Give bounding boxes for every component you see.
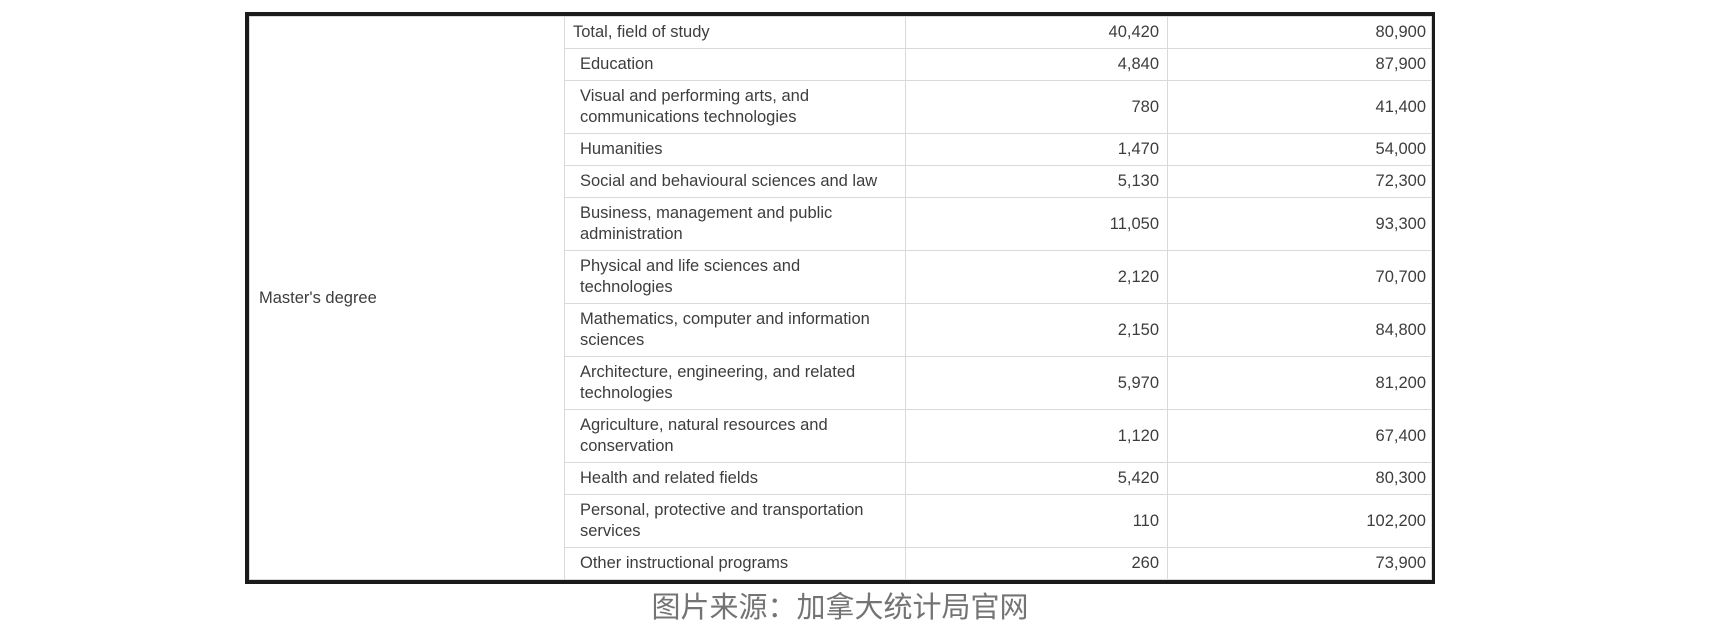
count-cell: 110	[905, 494, 1168, 548]
field-of-study-cell: Education	[564, 48, 906, 81]
salary-cell: 81,200	[1167, 356, 1432, 410]
field-of-study-cell: Total, field of study	[564, 16, 906, 49]
field-of-study-cell: Agriculture, natural resources and conse…	[564, 409, 906, 463]
field-of-study-cell: Health and related fields	[564, 462, 906, 495]
field-of-study-cell: Architecture, engineering, and related t…	[564, 356, 906, 410]
field-of-study-cell: Social and behavioural sciences and law	[564, 165, 906, 198]
count-cell: 11,050	[905, 197, 1168, 251]
salary-cell: 72,300	[1167, 165, 1432, 198]
count-cell: 5,130	[905, 165, 1168, 198]
count-cell: 4,840	[905, 48, 1168, 81]
count-cell: 40,420	[905, 16, 1168, 49]
salary-cell: 87,900	[1167, 48, 1432, 81]
salary-cell: 84,800	[1167, 303, 1432, 357]
salary-cell: 73,900	[1167, 547, 1432, 580]
education-level-cell: Master's degree	[249, 16, 565, 580]
salary-cell: 80,300	[1167, 462, 1432, 495]
statistics-table-frame: Master's degree Total, field of study 40…	[245, 12, 1435, 584]
field-of-study-cell: Visual and performing arts, and communic…	[564, 80, 906, 134]
table-row: Mathematics, computer and information sc…	[250, 303, 1432, 357]
count-cell: 1,470	[905, 133, 1168, 166]
table-row: Master's degree Total, field of study 40…	[249, 16, 1432, 580]
table-row: Personal, protective and transportation …	[250, 494, 1432, 548]
table-row: Social and behavioural sciences and law …	[250, 165, 1432, 198]
field-of-study-cell: Mathematics, computer and information sc…	[564, 303, 906, 357]
table-row: Other instructional programs 260 73,900	[250, 547, 1432, 580]
salary-cell: 67,400	[1167, 409, 1432, 463]
count-cell: 780	[905, 80, 1168, 134]
table-row: Health and related fields 5,420 80,300	[250, 462, 1432, 495]
fields-of-study-table: Master's degree Total, field of study 40…	[249, 16, 1432, 580]
count-cell: 260	[905, 547, 1168, 580]
table-row: Business, management and public administ…	[250, 197, 1432, 251]
field-of-study-cell: Humanities	[564, 133, 906, 166]
table-row: Architecture, engineering, and related t…	[250, 356, 1432, 410]
count-cell: 1,120	[905, 409, 1168, 463]
salary-cell: 54,000	[1167, 133, 1432, 166]
image-source-caption: 图片来源：加拿大统计局官网	[651, 592, 1029, 624]
table-row: Visual and performing arts, and communic…	[250, 80, 1432, 134]
field-of-study-cell: Business, management and public administ…	[564, 197, 906, 251]
salary-cell: 80,900	[1167, 16, 1432, 49]
field-of-study-cell: Physical and life sciences and technolog…	[564, 250, 906, 304]
table-row: Education 4,840 87,900	[250, 48, 1432, 81]
count-cell: 5,970	[905, 356, 1168, 410]
field-of-study-cell: Other instructional programs	[564, 547, 906, 580]
salary-cell: 70,700	[1167, 250, 1432, 304]
count-cell: 2,150	[905, 303, 1168, 357]
salary-cell: 41,400	[1167, 80, 1432, 134]
table-row: Humanities 1,470 54,000	[250, 133, 1432, 166]
field-of-study-cell: Personal, protective and transportation …	[564, 494, 906, 548]
salary-cell: 93,300	[1167, 197, 1432, 251]
count-cell: 2,120	[905, 250, 1168, 304]
salary-cell: 102,200	[1167, 494, 1432, 548]
count-cell: 5,420	[905, 462, 1168, 495]
